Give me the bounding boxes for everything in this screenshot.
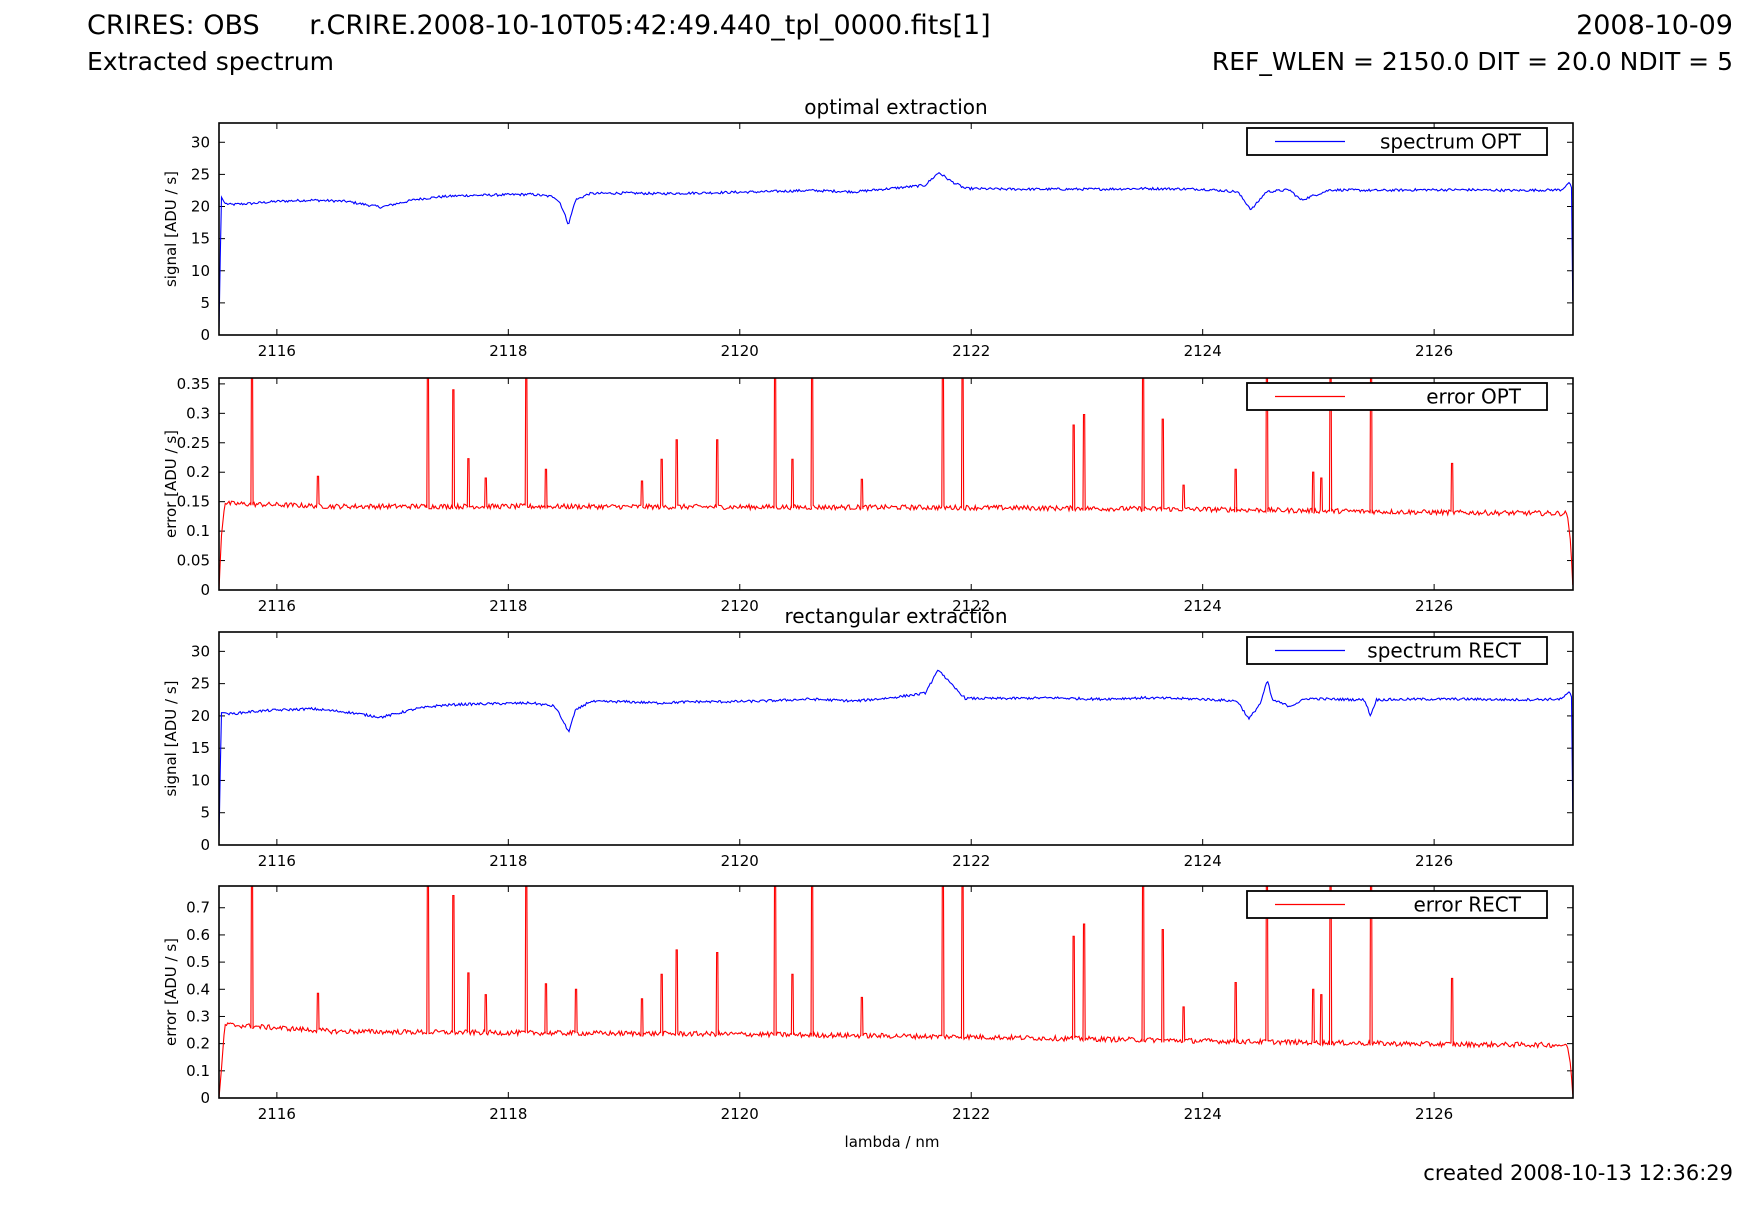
x-tick-label: 2122 (952, 597, 990, 615)
x-tick-label: 2126 (1415, 597, 1453, 615)
x-tick-label: 2120 (721, 1105, 759, 1123)
x-tick-label: 2124 (1184, 342, 1222, 360)
x-tick-label: 2126 (1415, 1105, 1453, 1123)
y-tick-label: 30 (191, 133, 210, 151)
x-tick-label: 2124 (1184, 597, 1222, 615)
y-tick-label: 0.3 (186, 404, 210, 422)
y-tick-label: 0.35 (177, 375, 210, 393)
header-instrument: CRIRES: OBS (87, 10, 260, 41)
y-tick-label: 20 (191, 198, 210, 216)
x-tick-label: 2116 (258, 852, 296, 870)
y-tick-label: 0.6 (186, 926, 210, 944)
legend-label: error OPT (1426, 385, 1522, 409)
header-filename: r.CRIRE.2008-10-10T05:42:49.440_tpl_0000… (309, 10, 991, 41)
x-axis-label: lambda / nm (845, 1133, 940, 1151)
y-tick-label: 0.7 (186, 899, 210, 917)
plot-frame (218, 631, 1574, 846)
x-tick-label: 2124 (1184, 852, 1222, 870)
header-settings: REF_WLEN = 2150.0 DIT = 20.0 NDIT = 5 (1211, 47, 1733, 76)
x-tick-label: 2118 (489, 342, 527, 360)
y-tick-label: 15 (191, 230, 210, 248)
y-tick-label: 5 (200, 294, 210, 312)
x-tick-label: 2116 (258, 1105, 296, 1123)
y-tick-label: 0.2 (186, 1035, 210, 1053)
series-line-2 (219, 669, 1573, 839)
x-tick-label: 2122 (952, 852, 990, 870)
y-axis-label: signal [ADU / s] (162, 680, 180, 796)
header-subtitle: Extracted spectrum (87, 47, 335, 76)
series-line-1 (219, 378, 1573, 590)
y-tick-label: 0 (200, 326, 210, 344)
x-tick-label: 2120 (721, 597, 759, 615)
series-line-3 (219, 886, 1573, 1098)
y-tick-label: 0.3 (186, 1007, 210, 1025)
y-tick-label: 25 (191, 675, 210, 693)
y-tick-label: 0.15 (177, 493, 210, 511)
x-tick-label: 2126 (1415, 342, 1453, 360)
y-tick-label: 0.05 (177, 552, 210, 570)
legend-label: error RECT (1414, 893, 1522, 917)
plot-frame (218, 122, 1574, 336)
panel-title: optimal extraction (804, 95, 987, 119)
y-tick-label: 0.5 (186, 953, 210, 971)
y-axis-label: error [ADU / s] (162, 430, 180, 538)
x-tick-label: 2116 (258, 342, 296, 360)
y-tick-label: 0 (200, 836, 210, 854)
y-tick-label: 0.1 (186, 1062, 210, 1080)
y-tick-label: 15 (191, 739, 210, 757)
panel-title: rectangular extraction (784, 604, 1007, 628)
y-tick-label: 25 (191, 165, 210, 183)
y-tick-label: 20 (191, 707, 210, 725)
plot-frame (218, 377, 1574, 591)
x-tick-label: 2122 (952, 342, 990, 360)
legend-label: spectrum OPT (1380, 130, 1522, 154)
footer-created: created 2008-10-13 12:36:29 (1423, 1161, 1733, 1185)
y-tick-label: 0.4 (186, 980, 210, 998)
plot-frame (218, 885, 1574, 1099)
x-tick-label: 2122 (952, 1105, 990, 1123)
x-tick-label: 2120 (721, 852, 759, 870)
x-tick-label: 2118 (489, 1105, 527, 1123)
legend-label: spectrum RECT (1367, 639, 1521, 663)
header-date: 2008-10-09 (1576, 10, 1733, 41)
series-line-0 (219, 172, 1573, 329)
y-axis-label: error [ADU / s] (162, 938, 180, 1046)
y-tick-label: 5 (200, 804, 210, 822)
y-tick-label: 0.25 (177, 434, 210, 452)
x-tick-label: 2116 (258, 597, 296, 615)
y-tick-label: 0.1 (186, 522, 210, 540)
y-tick-label: 10 (191, 262, 210, 280)
y-tick-label: 30 (191, 642, 210, 660)
y-tick-label: 0.2 (186, 463, 210, 481)
y-tick-label: 0 (200, 581, 210, 599)
x-tick-label: 2118 (489, 597, 527, 615)
x-tick-label: 2118 (489, 852, 527, 870)
y-tick-label: 0 (200, 1089, 210, 1107)
x-tick-label: 2124 (1184, 1105, 1222, 1123)
y-axis-label: signal [ADU / s] (162, 171, 180, 287)
x-tick-label: 2126 (1415, 852, 1453, 870)
x-tick-label: 2120 (721, 342, 759, 360)
y-tick-label: 10 (191, 771, 210, 789)
